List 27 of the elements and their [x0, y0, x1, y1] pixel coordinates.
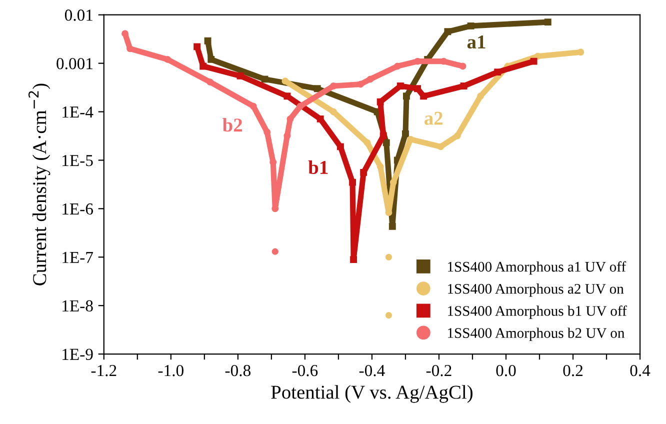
- y-tick-label: 1E-7: [62, 252, 93, 263]
- x-tick-label: -0.6: [292, 364, 318, 376]
- y-tick-label: 1E-6: [62, 203, 93, 215]
- y-tick-label: 1E-9: [62, 348, 93, 360]
- x-tick-label: 0.4: [630, 364, 650, 376]
- x-tick-label: -0.2: [426, 364, 452, 376]
- y-tick-label: 0.001: [56, 58, 92, 70]
- legend-label: 1SS400 Amorphous b2 UV on: [448, 328, 625, 341]
- x-axis-title: Potential (V vs. Ag/AgCl): [271, 385, 472, 403]
- y-tick-label: 1E-5: [62, 154, 93, 166]
- x-tick-label: -1.0: [158, 364, 184, 376]
- legend-label: 1SS400 Amorphous a2 UV on: [448, 284, 624, 297]
- y-tick-label: 0.01: [64, 10, 92, 21]
- x-tick-label: 0.0: [496, 364, 516, 376]
- y-tick-label: 1E-8: [62, 300, 93, 312]
- x-tick-label: -0.8: [225, 364, 250, 376]
- legend-label: 1SS400 Amorphous b1 UV off: [448, 305, 627, 319]
- x-tick-label: 0.2: [563, 364, 583, 376]
- y-axis-title: Current density (A·cm$^{−2}$): [28, 84, 50, 286]
- x-tick-label: -0.4: [359, 364, 385, 376]
- legend-label: 1SS400 Amorphous a1 UV off: [448, 261, 626, 275]
- annotation: a2: [424, 112, 443, 125]
- annotation: b1: [308, 160, 328, 174]
- y-tick-label: 1E-4: [62, 106, 94, 118]
- annotation: a1: [467, 36, 486, 49]
- annotation: b2: [222, 118, 242, 132]
- x-tick-label: -1.2: [91, 364, 116, 376]
